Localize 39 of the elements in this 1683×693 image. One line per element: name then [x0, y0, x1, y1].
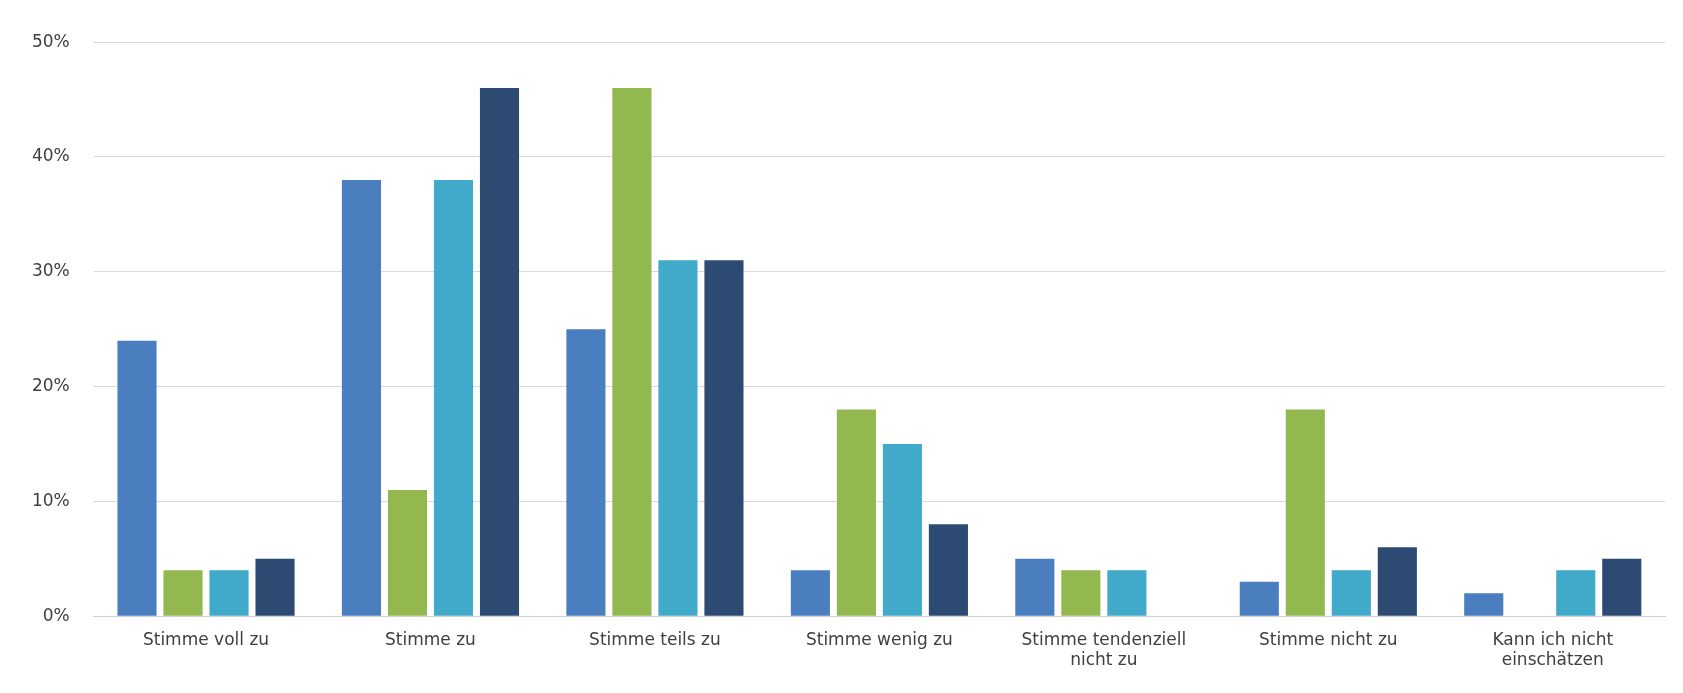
bar: [1602, 558, 1642, 616]
bar: [341, 179, 382, 616]
x-tick-label: Stimme zu: [385, 628, 476, 649]
bar: [1285, 409, 1325, 616]
y-tick-label: 40%: [31, 145, 70, 166]
bar: [1464, 593, 1504, 616]
y-tick-label: 0%: [42, 604, 70, 625]
y-tick-label: 10%: [31, 489, 70, 510]
x-tick-label: Stimme teils zu: [589, 628, 721, 649]
bar: [117, 340, 157, 616]
bar: [1061, 570, 1101, 616]
bar: [1377, 547, 1417, 616]
y-tick-label: 20%: [31, 375, 70, 396]
bar: [1015, 558, 1055, 616]
y-tick-label: 50%: [31, 30, 70, 51]
x-tick-label: Stimme tendenziell nicht zu: [1021, 628, 1187, 670]
bar: [433, 179, 474, 616]
x-tick-label: Stimme wenig zu: [805, 628, 953, 649]
bar: [1331, 570, 1371, 616]
bar: [704, 260, 744, 616]
bar: [882, 444, 922, 616]
bar: [479, 88, 520, 616]
x-tick-label: Kann ich nicht einschätzen: [1492, 628, 1614, 670]
bar: [209, 570, 249, 616]
bar: [387, 489, 428, 616]
bar: [612, 88, 652, 616]
y-tick-label: 30%: [31, 260, 70, 281]
bar: [163, 570, 203, 616]
bar: [658, 260, 698, 616]
bar: [928, 524, 968, 616]
bar: [1556, 570, 1596, 616]
bar: [1239, 581, 1279, 616]
x-tick-label: Stimme voll zu: [142, 628, 270, 649]
bar: [566, 329, 606, 616]
bar: [1107, 570, 1147, 616]
bar: [836, 409, 876, 616]
bar: [255, 558, 295, 616]
bar: [790, 570, 830, 616]
x-tick-label: Stimme nicht zu: [1259, 628, 1398, 649]
